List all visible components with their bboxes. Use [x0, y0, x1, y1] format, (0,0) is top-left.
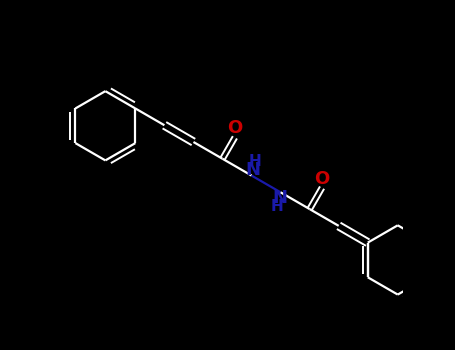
Text: O: O: [314, 169, 330, 188]
Text: N: N: [272, 189, 287, 206]
Text: H: H: [271, 198, 284, 214]
Text: H: H: [248, 154, 261, 169]
Text: N: N: [245, 161, 260, 179]
Text: O: O: [228, 119, 243, 137]
